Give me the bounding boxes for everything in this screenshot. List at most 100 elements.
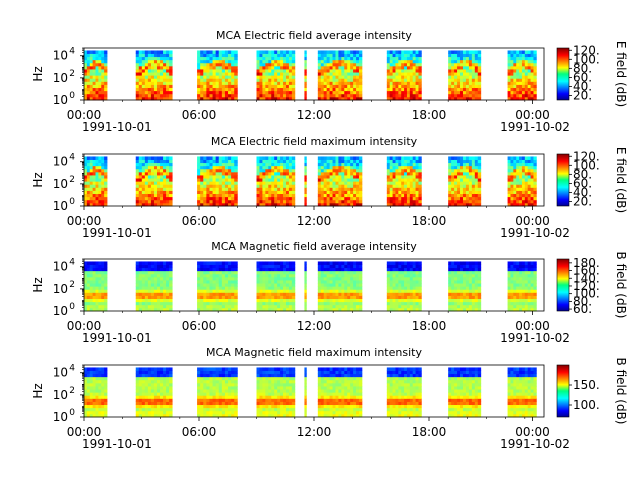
heatmap-cell [507,87,511,92]
heatmap-cell [256,72,260,76]
heatmap-cell [386,162,391,167]
heatmap-cell [274,270,278,275]
heatmap-cell [84,81,88,85]
heatmap-cell [221,267,226,272]
heatmap-cell [329,187,333,191]
heatmap-cell [353,93,357,98]
heatmap-cell [277,96,281,101]
heatmap-cell [212,267,217,272]
heatmap-cell [533,283,537,287]
heatmap-cell [234,286,238,290]
heatmap-cell [156,289,161,293]
heatmap-cell [332,93,336,98]
heatmap-cell [412,196,416,201]
heatmap-cell [277,283,281,287]
heatmap-cell [135,72,140,76]
heatmap-cell [169,96,173,101]
heatmap-cell [166,81,170,85]
heatmap-cell [513,187,517,191]
heatmap-cell [215,162,220,167]
heatmap-cell [228,81,232,85]
heatmap-cell [280,298,284,303]
heatmap-cell [341,87,345,92]
heatmap-cell [231,62,235,67]
heatmap-cell [224,175,229,179]
heatmap-cell [451,62,455,67]
heatmap-cell [513,93,517,98]
heatmap-cell [409,65,414,70]
heatmap-cell [347,165,351,170]
heatmap-cell [150,156,155,160]
heatmap-cell [332,295,336,300]
heatmap-cell [268,273,272,278]
heatmap-cell [338,87,342,92]
heatmap-cell [197,261,201,265]
heatmap-cell [234,162,238,167]
heatmap-cell [271,156,275,160]
heatmap-cell [224,159,229,164]
heatmap-cell [451,81,455,85]
heatmap-cell [135,307,140,312]
heatmap-cell [474,178,479,182]
heatmap-cell [156,59,161,64]
heatmap-cell [95,283,99,287]
heatmap-cell [288,193,293,198]
heatmap-cell [268,178,272,182]
heatmap-cell [268,168,272,173]
heatmap-cell [527,273,531,278]
heatmap-cell [398,65,402,70]
heatmap-cell [215,196,220,201]
heatmap-cell [280,78,284,82]
heatmap-cell [465,264,470,269]
heatmap-cell [320,178,325,182]
heatmap-cell [404,292,408,296]
heatmap-cell [218,50,223,54]
heatmap-cell [513,289,517,293]
heatmap-cell [521,78,526,82]
heatmap-cell [283,62,287,67]
heatmap-cell [259,168,263,173]
heatmap-cell [304,196,307,201]
heatmap-cell [533,187,537,191]
heatmap-cell [256,301,260,306]
heatmap-cell [350,62,354,67]
heatmap-cell [228,264,232,269]
heatmap-cell [141,75,146,79]
heatmap-cell [344,304,348,309]
heatmap-cell [153,261,158,265]
heatmap-cell [285,93,290,98]
heatmap-cell [285,286,290,290]
heatmap-cell [335,286,339,290]
heatmap-cell [404,69,408,73]
heatmap-cell [104,69,108,73]
heatmap-cell [150,72,155,76]
heatmap-cell [344,168,348,173]
heatmap-cell [462,78,467,82]
heatmap-cell [277,307,281,312]
heatmap-cell [98,96,102,101]
heatmap-cell [262,171,266,176]
heatmap-cell [527,187,531,191]
heatmap-cell [203,181,207,185]
heatmap-cell [221,75,226,79]
heatmap-cell [234,298,238,303]
heatmap-cell [221,78,226,82]
heatmap-cell [460,184,464,188]
heatmap-cell [89,292,94,296]
heatmap-cell [141,178,146,182]
heatmap-cell [215,181,220,185]
heatmap-cell [347,162,351,167]
heatmap-cell [404,199,408,204]
heatmap-cell [519,84,523,89]
heatmap-cell [317,81,322,85]
heatmap-cell [320,72,325,76]
heatmap-cell [234,93,238,98]
heatmap-cell [147,65,152,70]
heatmap-cell [200,59,204,64]
heatmap-cell [457,65,461,70]
heatmap-cell [395,270,399,275]
heatmap-cell [291,199,296,204]
heatmap-cell [386,193,391,198]
heatmap-cell [409,175,414,179]
heatmap-cell [418,162,422,167]
